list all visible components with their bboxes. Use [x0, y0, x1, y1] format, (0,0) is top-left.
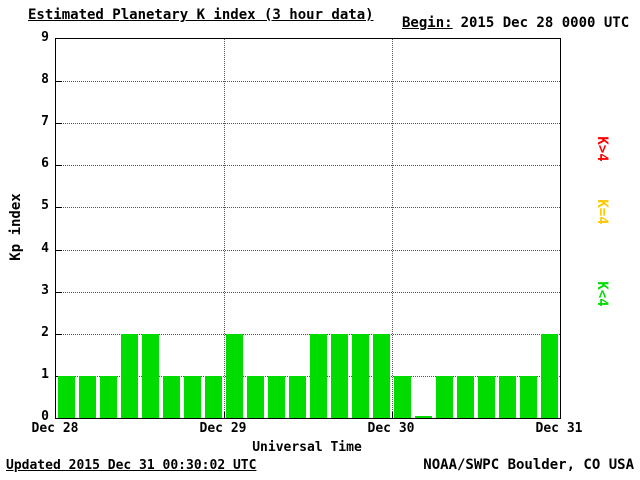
- kp-bar: [100, 376, 117, 418]
- x-tick-label: Dec 28: [31, 421, 79, 436]
- legend-item: K<4: [594, 281, 610, 307]
- kp-bar: [499, 376, 516, 418]
- kp-bar: [226, 334, 243, 418]
- kp-bar: [415, 416, 432, 418]
- gridline-horizontal: [56, 123, 560, 124]
- kp-bar: [289, 376, 306, 418]
- y-tick-mark: [56, 123, 62, 124]
- kp-bar: [541, 334, 558, 418]
- begin-value: 2015 Dec 28 0000 UTC: [460, 15, 630, 31]
- kp-bar: [121, 334, 138, 418]
- plot-area: [55, 38, 561, 419]
- y-tick-label: 8: [41, 72, 49, 87]
- kp-bar: [79, 376, 96, 418]
- y-axis-label: Kp index: [8, 193, 24, 261]
- x-tick-mark: [224, 412, 225, 418]
- kp-bar: [268, 376, 285, 418]
- gridline-horizontal: [56, 165, 560, 166]
- kp-bar: [394, 376, 411, 418]
- legend-item: K=4: [594, 199, 610, 225]
- y-tick-label: 6: [41, 156, 49, 171]
- y-tick-label: 0: [41, 409, 49, 424]
- y-tick-label: 4: [41, 241, 49, 256]
- gridline-vertical: [392, 39, 393, 418]
- x-tick-label: Dec 31: [535, 421, 583, 436]
- kp-bar: [184, 376, 201, 418]
- gridline-horizontal: [56, 334, 560, 335]
- kp-bar: [436, 376, 453, 418]
- y-tick-mark: [56, 250, 62, 251]
- y-tick-mark: [56, 81, 62, 82]
- x-tick-label: Dec 29: [199, 421, 247, 436]
- gridline-horizontal: [56, 376, 560, 377]
- updated-timestamp: Updated 2015 Dec 31 00:30:02 UTC: [6, 458, 257, 473]
- gridline-horizontal: [56, 292, 560, 293]
- begin-label: Begin: 2015 Dec 28 0000 UTC: [402, 15, 629, 31]
- source-attribution: NOAA/SWPC Boulder, CO USA: [423, 457, 634, 473]
- y-tick-mark: [56, 207, 62, 208]
- kp-bar: [58, 376, 75, 418]
- x-tick-mark: [392, 412, 393, 418]
- kp-bar: [163, 376, 180, 418]
- kp-bar: [205, 376, 222, 418]
- chart-title: Estimated Planetary K index (3 hour data…: [28, 7, 374, 23]
- kp-bar: [310, 334, 327, 418]
- kp-bar: [247, 376, 264, 418]
- gridline-horizontal: [56, 81, 560, 82]
- x-tick-label: Dec 30: [367, 421, 415, 436]
- kp-bar: [331, 334, 348, 418]
- kp-bar: [457, 376, 474, 418]
- y-tick-label: 1: [41, 367, 49, 382]
- y-tick-label: 2: [41, 325, 49, 340]
- kp-bar: [478, 376, 495, 418]
- y-tick-mark: [56, 292, 62, 293]
- gridline-horizontal: [56, 250, 560, 251]
- gridline-vertical: [224, 39, 225, 418]
- y-tick-label: 5: [41, 198, 49, 213]
- legend-item: K>4: [594, 136, 610, 162]
- y-tick-mark: [56, 334, 62, 335]
- y-tick-mark: [56, 165, 62, 166]
- x-axis-label: Universal Time: [252, 440, 362, 455]
- kp-bar: [142, 334, 159, 418]
- y-tick-label: 9: [41, 30, 49, 45]
- begin-prefix: Begin:: [402, 15, 453, 31]
- kp-bar: [520, 376, 537, 418]
- gridline-horizontal: [56, 207, 560, 208]
- y-tick-label: 7: [41, 114, 49, 129]
- y-tick-label: 3: [41, 283, 49, 298]
- kp-bar: [373, 334, 390, 418]
- kp-bar: [352, 334, 369, 418]
